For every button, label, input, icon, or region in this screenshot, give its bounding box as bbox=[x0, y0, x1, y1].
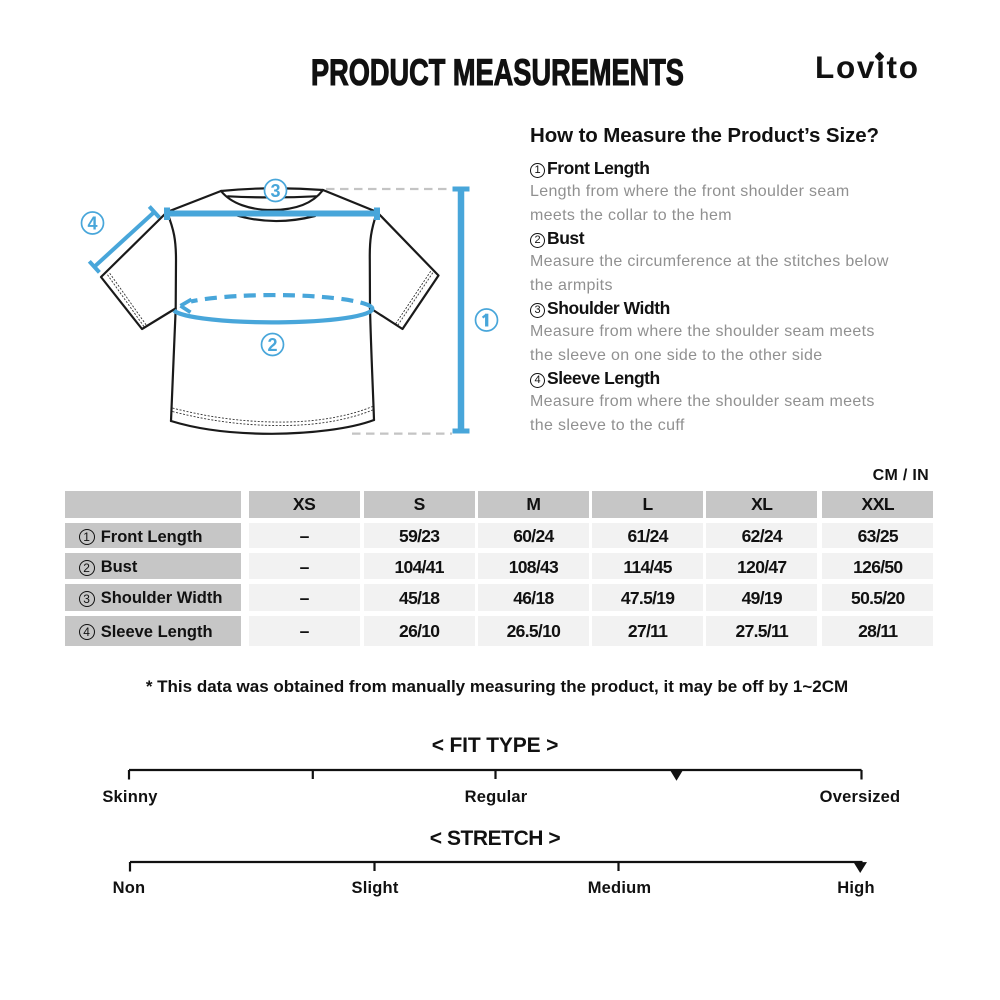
svg-text:4: 4 bbox=[87, 214, 97, 234]
svg-text:2: 2 bbox=[267, 335, 277, 355]
svg-text:3: 3 bbox=[270, 181, 280, 201]
